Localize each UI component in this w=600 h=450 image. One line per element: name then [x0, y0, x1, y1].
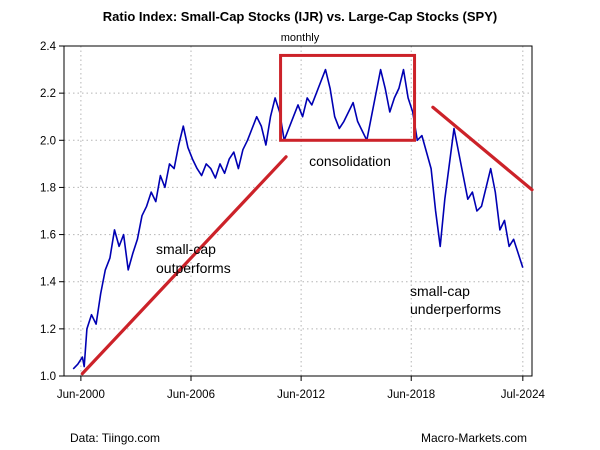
y-tick-label: 1.8	[40, 182, 56, 194]
x-tick-label: Jun-2012	[277, 389, 325, 401]
plot-frame	[63, 45, 533, 377]
annotation-underperforms-line1: small-cap	[410, 283, 470, 299]
y-tick-label: 2.4	[40, 41, 57, 53]
annotation-underperforms-line2: underperforms	[410, 301, 501, 317]
chart-title: Ratio Index: Small-Cap Stocks (IJR) vs. …	[103, 9, 497, 24]
annotation-outperforms-line2: outperforms	[156, 260, 231, 276]
up-trendline	[80, 155, 288, 376]
y-tick-label: 2.2	[40, 88, 56, 100]
footer-source: Data: Tiingo.com	[70, 431, 160, 445]
x-tick-label: Jun-2006	[167, 389, 215, 401]
y-tick-label: 1.6	[40, 230, 56, 242]
annotation-outperforms-line1: small-cap	[156, 241, 216, 257]
footer-credit: Macro-Markets.com	[421, 431, 527, 445]
x-axis-ticks: Jun-2000 Jun-2006 Jun-2012 Jun-2018 Jul-2024	[57, 376, 546, 401]
annotation-consolidation: consolidation	[309, 153, 391, 169]
consolidation-box	[279, 53, 417, 142]
x-tick-label: Jun-2000	[57, 389, 105, 401]
down-trendline	[431, 105, 534, 192]
y-tick-label: 1.4	[40, 277, 57, 289]
chart-subtitle: monthly	[281, 32, 320, 44]
y-axis-ticks: 1.0 1.2 1.4 1.6 1.8 2.0 2.2 2.4	[40, 41, 64, 383]
x-tick-label: Jun-2018	[387, 389, 435, 401]
ratio-series-line	[72, 68, 524, 370]
x-tick-label: Jul-2024	[501, 389, 546, 401]
y-tick-label: 1.0	[40, 371, 56, 383]
grid-lines	[64, 45, 532, 377]
y-tick-label: 2.0	[40, 135, 56, 147]
y-tick-label: 1.2	[40, 324, 56, 336]
